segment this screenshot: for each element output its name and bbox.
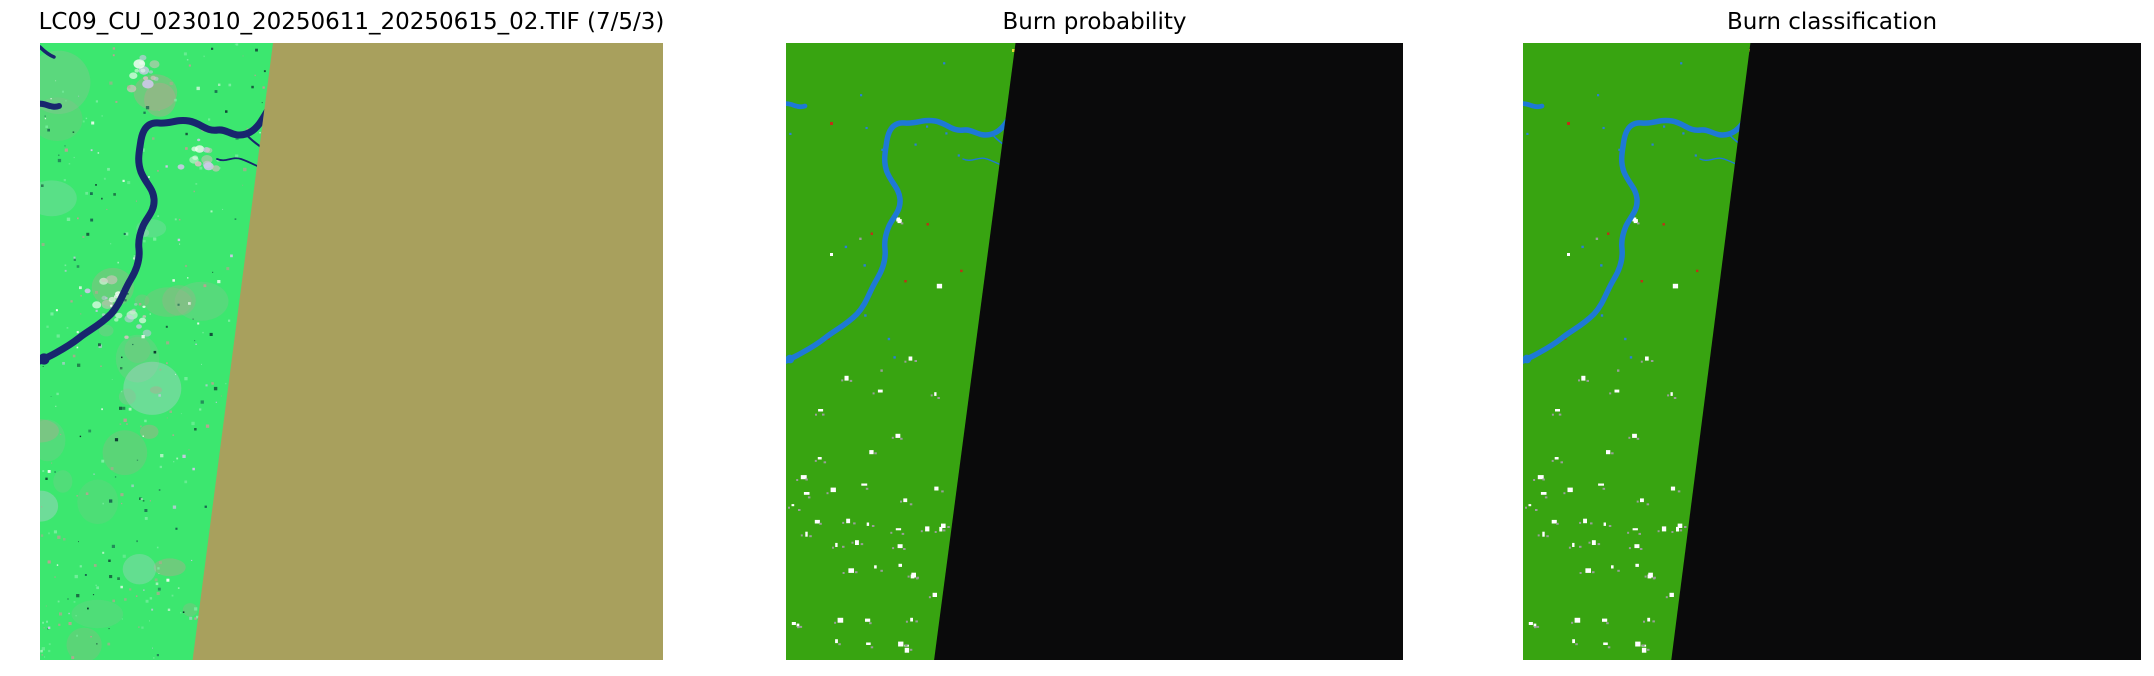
probability-nodata-region [934,43,1403,660]
probability-raster [786,43,1403,660]
panel-title-composite: LC09_CU_023010_20250611_20250615_02.TIF … [38,9,665,35]
panel-title-burn-classification: Burn classification [1726,9,1938,35]
classification-texture [1525,49,1752,653]
panel-burn-classification-image [1523,43,2141,660]
panel-title-burn-probability: Burn probability [1002,9,1187,35]
probability-texture [788,49,1015,653]
composite-raster [40,43,663,660]
composite-river [40,45,282,365]
panel-composite-image [40,43,663,660]
classification-raster [1523,43,2141,660]
panel-burn-probability-image [786,43,1403,660]
classification-nodata-region [1671,43,2141,660]
composite-nodata-region [192,43,663,660]
composite-texture [40,43,266,660]
